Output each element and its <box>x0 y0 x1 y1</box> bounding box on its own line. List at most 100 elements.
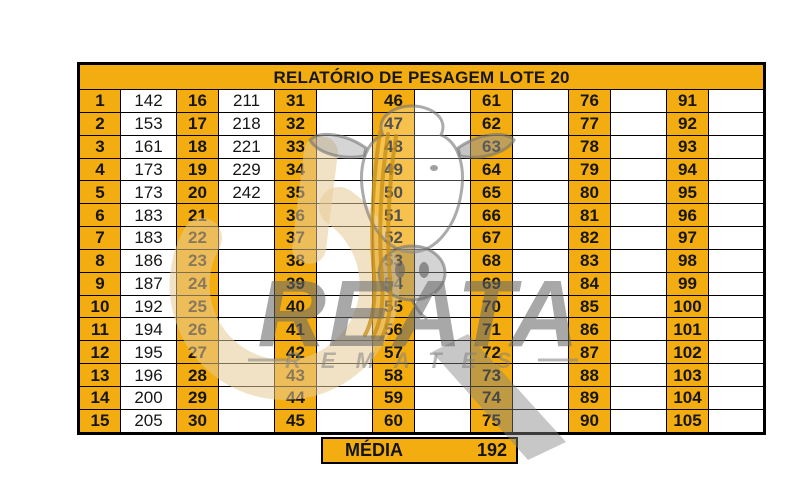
table-row: 9 187 24 39 54 69 84 99 <box>78 271 766 296</box>
weight-value-cell <box>218 203 275 228</box>
animal-number-cell: 96 <box>666 203 709 228</box>
weight-value-cell: 205 <box>120 408 177 435</box>
animal-number-cell: 63 <box>470 134 513 159</box>
animal-number-cell: 27 <box>176 340 219 365</box>
animal-number-cell: 56 <box>372 317 415 342</box>
weight-value-cell <box>218 363 275 387</box>
weight-value-cell <box>610 203 667 228</box>
animal-number-cell: 22 <box>176 226 219 250</box>
weight-value-cell <box>414 226 471 250</box>
animal-number-cell: 70 <box>470 294 513 319</box>
animal-number-cell: 21 <box>176 203 219 228</box>
weight-value-cell <box>414 134 471 159</box>
animal-number-cell: 104 <box>666 385 709 410</box>
weight-value-cell: 186 <box>120 248 177 273</box>
weights-table-body: RELATÓRIO DE PESAGEM LOTE 20 1 142 16 211 31… <box>77 63 766 435</box>
animal-number-cell: 98 <box>666 248 709 273</box>
weight-value-cell <box>316 340 373 365</box>
animal-number-cell: 69 <box>470 271 513 296</box>
animal-number-cell: 92 <box>666 111 709 136</box>
animal-number-cell: 17 <box>176 111 219 136</box>
weight-value-cell <box>512 157 569 182</box>
weight-value-cell: 218 <box>218 111 275 136</box>
animal-number-cell: 25 <box>176 294 219 319</box>
weight-value-cell: 195 <box>120 340 177 365</box>
weight-value-cell <box>316 180 373 205</box>
animal-number-cell: 2 <box>78 111 121 136</box>
weight-value-cell <box>414 294 471 319</box>
animal-number-cell: 48 <box>372 134 415 159</box>
weight-value-cell <box>316 385 373 410</box>
animal-number-cell: 7 <box>78 226 121 250</box>
animal-number-cell: 53 <box>372 248 415 273</box>
weight-value-cell <box>512 203 569 228</box>
weight-value-cell <box>316 157 373 182</box>
animal-number-cell: 79 <box>568 157 611 182</box>
media-label: MÉDIA <box>345 440 403 460</box>
weight-value-cell <box>414 111 471 136</box>
animal-number-cell: 73 <box>470 363 513 387</box>
weight-value-cell <box>414 89 471 113</box>
animal-number-cell: 103 <box>666 363 709 387</box>
weight-value-cell <box>414 340 471 365</box>
animal-number-cell: 101 <box>666 317 709 342</box>
animal-number-cell: 68 <box>470 248 513 273</box>
weight-value-cell <box>707 89 766 113</box>
weight-value-cell <box>316 226 373 250</box>
weight-value-cell: 211 <box>218 89 275 113</box>
animal-number-cell: 55 <box>372 294 415 319</box>
weight-value-cell: 196 <box>120 363 177 387</box>
weight-value-cell <box>707 226 766 250</box>
weight-value-cell <box>707 248 766 273</box>
animal-number-cell: 26 <box>176 317 219 342</box>
weight-value-cell: 187 <box>120 271 177 296</box>
weight-value-cell <box>414 157 471 182</box>
weight-value-cell <box>610 157 667 182</box>
animal-number-cell: 35 <box>274 180 317 205</box>
table-row: 5 173 20 242 35 50 65 80 95 <box>78 180 766 205</box>
weight-value-cell <box>512 180 569 205</box>
animal-number-cell: 36 <box>274 203 317 228</box>
table-row: 8 186 23 38 53 68 83 98 <box>78 248 766 273</box>
weight-value-cell <box>512 248 569 273</box>
weight-value-cell <box>707 111 766 136</box>
weight-value-cell <box>707 180 766 205</box>
animal-number-cell: 60 <box>372 408 415 435</box>
weight-value-cell <box>512 408 569 435</box>
weight-value-cell <box>414 317 471 342</box>
animal-number-cell: 95 <box>666 180 709 205</box>
weight-value-cell <box>707 408 766 435</box>
weight-value-cell: 142 <box>120 89 177 113</box>
table-row: 13 196 28 43 58 73 88 103 <box>78 363 766 387</box>
animal-number-cell: 30 <box>176 408 219 435</box>
weight-value-cell <box>610 363 667 387</box>
animal-number-cell: 34 <box>274 157 317 182</box>
animal-number-cell: 28 <box>176 363 219 387</box>
animal-number-cell: 76 <box>568 89 611 113</box>
animal-number-cell: 74 <box>470 385 513 410</box>
weight-value-cell <box>707 203 766 228</box>
animal-number-cell: 94 <box>666 157 709 182</box>
table-row: 6 183 21 36 51 66 81 96 <box>78 203 766 228</box>
animal-number-cell: 6 <box>78 203 121 228</box>
weight-value-cell <box>610 294 667 319</box>
weight-value-cell <box>316 248 373 273</box>
animal-number-cell: 78 <box>568 134 611 159</box>
animal-number-cell: 50 <box>372 180 415 205</box>
weight-value-cell <box>218 317 275 342</box>
animal-number-cell: 29 <box>176 385 219 410</box>
weight-value-cell <box>610 89 667 113</box>
weight-value-cell: 183 <box>120 203 177 228</box>
animal-number-cell: 75 <box>470 408 513 435</box>
weight-value-cell <box>512 271 569 296</box>
weight-value-cell: 153 <box>120 111 177 136</box>
weight-value-cell: 221 <box>218 134 275 159</box>
weight-value-cell <box>218 340 275 365</box>
weight-value-cell <box>610 226 667 250</box>
animal-number-cell: 39 <box>274 271 317 296</box>
animal-number-cell: 3 <box>78 134 121 159</box>
weight-value-cell: 173 <box>120 180 177 205</box>
weight-value-cell <box>316 111 373 136</box>
animal-number-cell: 82 <box>568 226 611 250</box>
